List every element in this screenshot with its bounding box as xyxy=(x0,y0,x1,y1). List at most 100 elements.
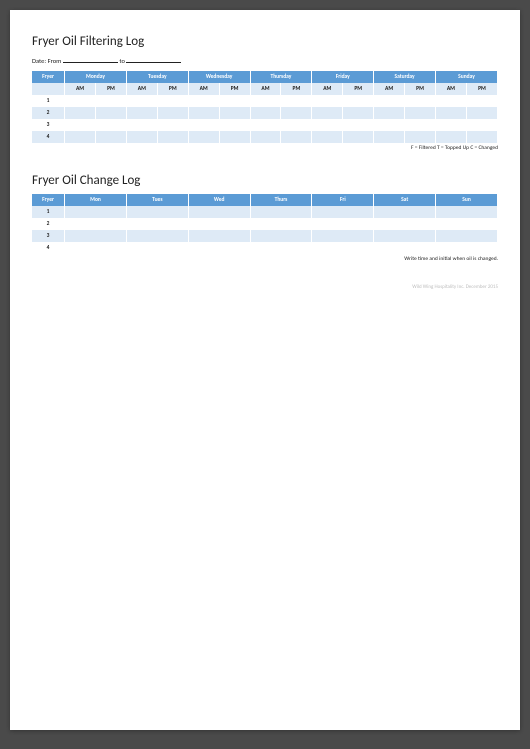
cell[interactable] xyxy=(250,242,312,254)
table-row: 4 xyxy=(32,242,498,254)
cell[interactable] xyxy=(157,131,188,143)
cell[interactable] xyxy=(281,119,312,131)
cell[interactable] xyxy=(219,107,250,119)
cell[interactable] xyxy=(436,218,498,230)
cell[interactable] xyxy=(374,206,436,218)
cell[interactable] xyxy=(312,230,374,242)
cell[interactable] xyxy=(250,218,312,230)
cell[interactable] xyxy=(157,119,188,131)
cell[interactable] xyxy=(188,107,219,119)
cell[interactable] xyxy=(312,131,343,143)
cell[interactable] xyxy=(281,107,312,119)
subhdr-pm: PM xyxy=(343,83,374,95)
cell[interactable] xyxy=(188,218,250,230)
cell[interactable] xyxy=(405,95,436,107)
cell[interactable] xyxy=(250,107,281,119)
cell[interactable] xyxy=(157,107,188,119)
cell[interactable] xyxy=(65,230,127,242)
cell[interactable] xyxy=(374,230,436,242)
date-from-blank[interactable] xyxy=(63,55,118,63)
cell[interactable] xyxy=(188,95,219,107)
cell[interactable] xyxy=(188,119,219,131)
cell[interactable] xyxy=(281,131,312,143)
cell[interactable] xyxy=(435,107,466,119)
cell[interactable] xyxy=(405,131,436,143)
cell[interactable] xyxy=(126,206,188,218)
cell[interactable] xyxy=(65,119,96,131)
cell[interactable] xyxy=(96,95,127,107)
cell[interactable] xyxy=(435,119,466,131)
col-day: Sat xyxy=(374,194,436,206)
cell[interactable] xyxy=(405,119,436,131)
col-day: Thursday xyxy=(250,71,312,83)
table-row: 2 xyxy=(32,107,498,119)
cell[interactable] xyxy=(312,218,374,230)
cell[interactable] xyxy=(65,95,96,107)
cell[interactable] xyxy=(126,218,188,230)
cell[interactable] xyxy=(374,242,436,254)
cell[interactable] xyxy=(374,131,405,143)
cell[interactable] xyxy=(374,119,405,131)
cell[interactable] xyxy=(374,107,405,119)
cell[interactable] xyxy=(405,107,436,119)
cell[interactable] xyxy=(250,206,312,218)
cell[interactable] xyxy=(312,206,374,218)
cell[interactable] xyxy=(219,95,250,107)
cell[interactable] xyxy=(343,131,374,143)
cell[interactable] xyxy=(374,218,436,230)
cell[interactable] xyxy=(65,131,96,143)
cell[interactable] xyxy=(65,206,127,218)
cell[interactable] xyxy=(312,107,343,119)
cell[interactable] xyxy=(466,131,497,143)
table-row: 1 xyxy=(32,206,498,218)
cell[interactable] xyxy=(157,95,188,107)
cell[interactable] xyxy=(65,242,127,254)
cell[interactable] xyxy=(436,230,498,242)
row-num: 4 xyxy=(32,242,65,254)
cell[interactable] xyxy=(312,95,343,107)
subhdr-am: AM xyxy=(65,83,96,95)
cell[interactable] xyxy=(436,206,498,218)
cell[interactable] xyxy=(126,119,157,131)
cell[interactable] xyxy=(126,242,188,254)
cell[interactable] xyxy=(250,119,281,131)
cell[interactable] xyxy=(436,242,498,254)
col-fryer: Fryer xyxy=(32,71,65,83)
cell[interactable] xyxy=(312,242,374,254)
row-num: 2 xyxy=(32,107,65,119)
cell[interactable] xyxy=(250,95,281,107)
cell[interactable] xyxy=(188,230,250,242)
cell[interactable] xyxy=(466,107,497,119)
cell[interactable] xyxy=(435,95,466,107)
cell[interactable] xyxy=(65,107,96,119)
filtering-table: Fryer Monday Tuesday Wednesday Thursday … xyxy=(32,71,498,143)
cell[interactable] xyxy=(126,131,157,143)
cell[interactable] xyxy=(188,131,219,143)
cell[interactable] xyxy=(343,119,374,131)
filtering-header-row: Fryer Monday Tuesday Wednesday Thursday … xyxy=(32,71,498,83)
cell[interactable] xyxy=(96,131,127,143)
cell[interactable] xyxy=(65,218,127,230)
cell[interactable] xyxy=(96,119,127,131)
cell[interactable] xyxy=(343,95,374,107)
col-fryer: Fryer xyxy=(32,194,65,206)
cell[interactable] xyxy=(126,95,157,107)
cell[interactable] xyxy=(281,95,312,107)
cell[interactable] xyxy=(126,107,157,119)
cell[interactable] xyxy=(466,95,497,107)
cell[interactable] xyxy=(96,107,127,119)
cell[interactable] xyxy=(312,119,343,131)
cell[interactable] xyxy=(219,119,250,131)
cell[interactable] xyxy=(188,206,250,218)
change-section: Fryer Oil Change Log Fryer Mon Tues Wed … xyxy=(32,173,498,262)
cell[interactable] xyxy=(343,107,374,119)
cell[interactable] xyxy=(466,119,497,131)
cell[interactable] xyxy=(188,242,250,254)
cell[interactable] xyxy=(250,131,281,143)
cell[interactable] xyxy=(219,131,250,143)
cell[interactable] xyxy=(250,230,312,242)
cell[interactable] xyxy=(126,230,188,242)
date-to-blank[interactable] xyxy=(126,55,181,63)
cell[interactable] xyxy=(435,131,466,143)
cell[interactable] xyxy=(374,95,405,107)
